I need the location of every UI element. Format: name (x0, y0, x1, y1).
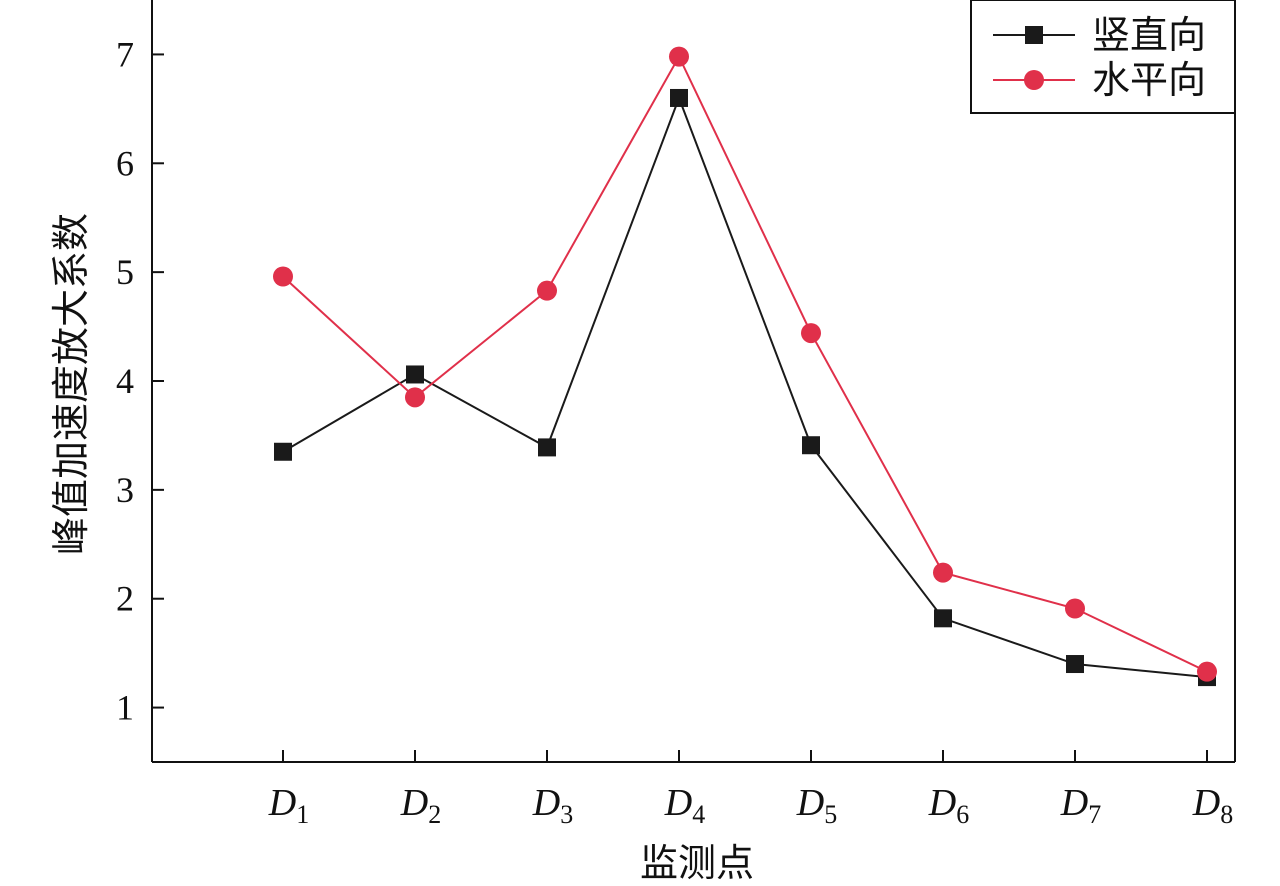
x-tick-label-subscript: 7 (1088, 800, 1101, 829)
x-tick-label: D7 (1060, 782, 1101, 829)
data-point-square (538, 438, 556, 457)
x-tick-label-letter: D (1192, 782, 1220, 824)
x-tick-label-subscript: 3 (560, 800, 573, 829)
x-tick-label-letter: D (664, 782, 692, 824)
data-point-square (670, 88, 688, 107)
legend-label: 水平向 (1092, 58, 1206, 102)
data-point-square (802, 436, 820, 455)
series-line (282, 54, 1208, 673)
x-tick-label-subscript: 2 (428, 800, 441, 829)
data-point-square (406, 365, 424, 384)
legend-label: 竖直向 (1092, 13, 1206, 57)
y-tick-label: 2 (116, 579, 134, 619)
y-tick-label: 3 (116, 470, 134, 510)
data-point-circle (801, 323, 821, 344)
x-tick-label: D4 (664, 782, 705, 829)
x-tick-label-letter: D (928, 782, 956, 824)
y-tick-label: 5 (116, 252, 134, 292)
y-tick-label: 4 (116, 361, 134, 401)
data-point-circle (537, 280, 557, 301)
plot-frame (151, 0, 1236, 763)
x-tick-label-subscript: 6 (956, 800, 969, 829)
legend-marker-circle (1024, 70, 1044, 90)
x-tick-label-letter: D (796, 782, 824, 824)
x-tick-label-subscript: 8 (1220, 800, 1233, 829)
x-tick-label-subscript: 4 (692, 800, 705, 829)
data-point-circle (273, 266, 293, 287)
x-tick-label: D5 (796, 782, 837, 829)
data-point-square (1066, 655, 1084, 674)
legend-marker-square (1025, 26, 1043, 44)
x-tick-label-letter: D (400, 782, 428, 824)
x-tick-label: D1 (268, 782, 309, 829)
series-line (282, 95, 1208, 679)
series-2 (273, 46, 1217, 682)
x-tick-label-subscript: 5 (824, 800, 837, 829)
y-axis-ticks: 1 2 3 4 5 6 7 (116, 34, 164, 728)
data-point-square (274, 442, 292, 461)
x-tick-label: D2 (400, 782, 441, 829)
y-tick-label: 1 (116, 688, 134, 728)
x-tick-label: D8 (1192, 782, 1233, 829)
data-point-circle (1065, 598, 1085, 619)
data-point-circle (405, 387, 425, 408)
x-axis-title: 监测点 (640, 841, 754, 885)
series-layer (273, 46, 1217, 687)
y-axis-title: 峰值加速度放大系数 (49, 213, 93, 555)
x-tick-label: D3 (532, 782, 573, 829)
data-point-circle (1197, 661, 1217, 682)
data-point-circle (933, 562, 953, 583)
y-tick-label: 6 (116, 143, 134, 183)
data-point-square (934, 609, 952, 628)
data-point-circle (669, 46, 689, 67)
y-tick-label: 7 (116, 34, 134, 74)
x-tick-label-letter: D (268, 782, 296, 824)
x-tick-label-subscript: 1 (296, 800, 309, 829)
x-axis-ticks: D1 D2 D3 D4 D5 D6 D7 D8 (268, 750, 1233, 829)
x-tick-label-letter: D (532, 782, 560, 824)
legend-box (970, 0, 1236, 114)
x-tick-label-letter: D (1060, 782, 1088, 824)
x-tick-label: D6 (928, 782, 969, 829)
